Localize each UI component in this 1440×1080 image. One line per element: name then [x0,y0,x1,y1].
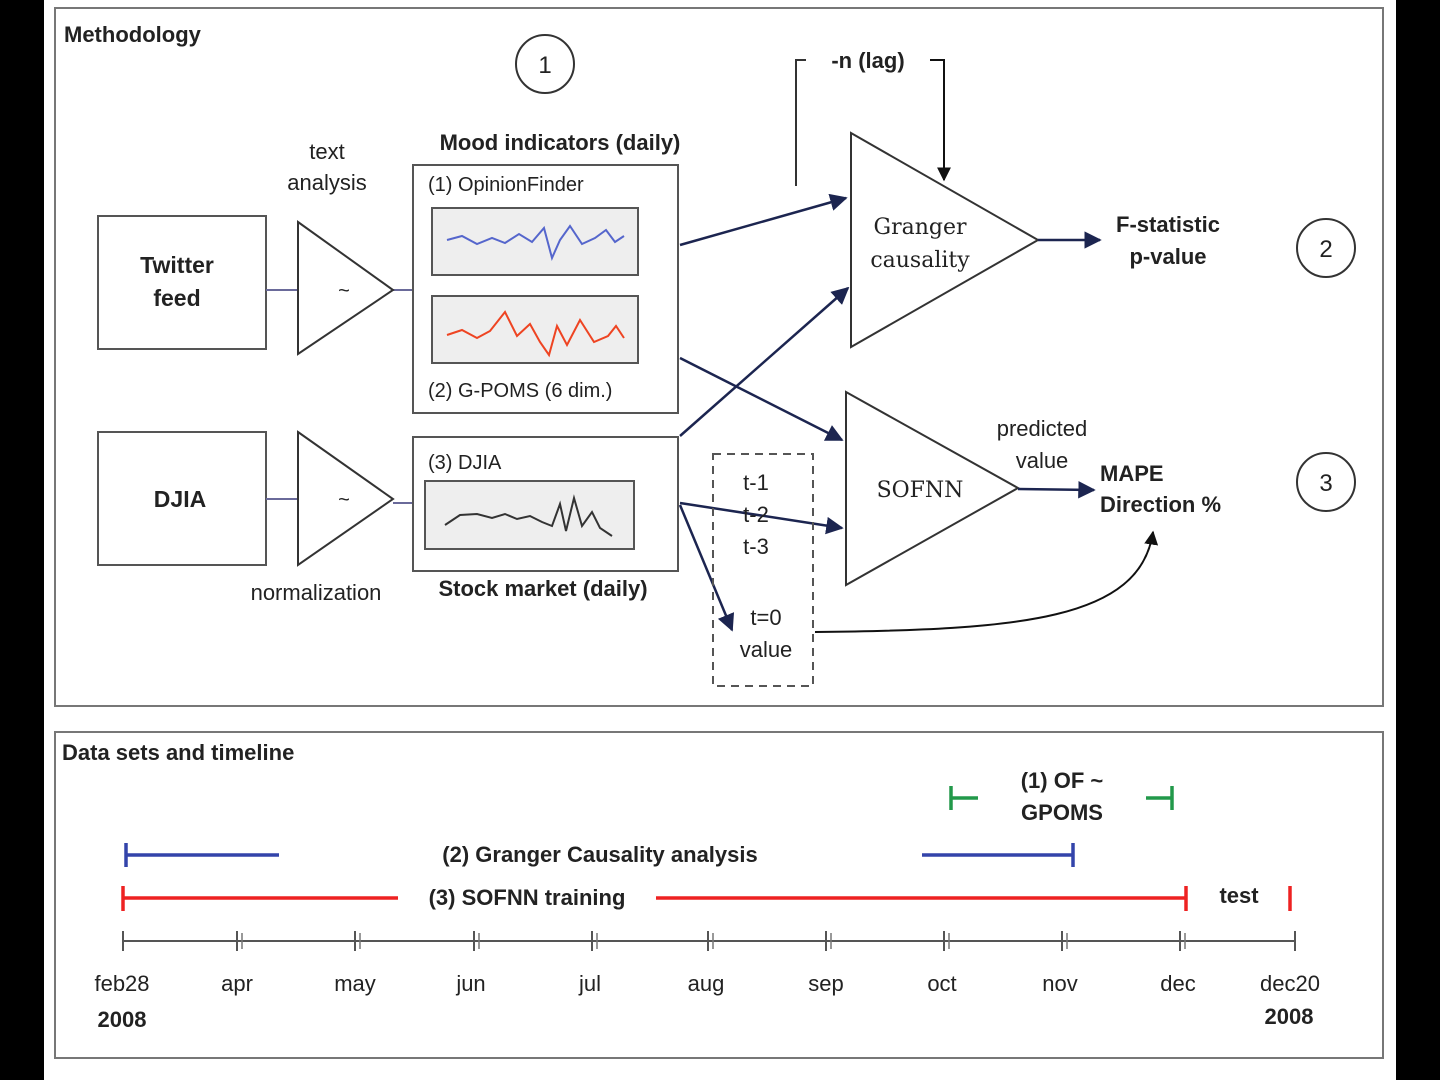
text-analysis-triangle [297,220,395,356]
timeline-month-label: sep [808,971,843,996]
methodology-title: Methodology [64,22,202,47]
timeline-month-label: may [334,971,376,996]
granger-label-2: causality [870,248,970,273]
timeline-tick [591,931,598,951]
t-minus-1-label: t-1 [743,470,769,495]
t0-to-mape-arrow [814,530,1159,633]
twitter-feed-label-1: Twitter [140,252,214,278]
granger-label-1: Granger [874,215,967,240]
step-3-label: 3 [1319,470,1332,497]
t-minus-3-label: t-3 [743,534,769,559]
opinionfinder-label: (1) OpinionFinder [428,174,584,196]
stock-market-header: Stock market (daily) [438,576,647,601]
djia-box-label: DJIA [154,486,206,512]
timeline-tick [707,931,714,951]
timeline-month-label: nov [1042,971,1077,996]
mood-indicators-header: Mood indicators (daily) [440,130,681,155]
t0-label: t=0 [750,605,781,630]
normalization-triangle [297,430,395,567]
timeline-title: Data sets and timeline [62,740,294,765]
granger-analysis-label: (2) Granger Causality analysis [442,842,757,867]
timeline-month-label: apr [221,971,253,996]
gpoms-sparkline [446,310,625,358]
sofnn-training-range [121,886,1188,911]
step-circle-2: 2 [1296,218,1356,278]
timeline-month-label: dec20 [1260,971,1320,996]
predicted-label-1: predicted [997,416,1088,441]
text-analysis-tilde: ~ [338,280,350,302]
sofnn-triangle [845,390,1021,587]
t-minus-2-label: t-2 [743,502,769,527]
lag-inputs-box [712,453,814,687]
normalization-tilde: ~ [338,489,350,511]
timeline-tick [825,931,832,951]
year-end-label: 2008 [1265,1004,1314,1029]
step-1-label: 1 [538,52,551,79]
mood-to-granger-arrow [679,193,848,247]
t0-value-label: value [740,637,793,662]
text-analysis-label-1: text [309,139,344,164]
djia-to-granger-arrow [679,286,850,437]
methodology-panel [54,7,1384,707]
fstatistic-label: F-statistic [1116,212,1220,237]
timeline-month-label: oct [927,971,956,996]
djia-sparkline-frame [424,480,635,550]
normalization-label: normalization [251,580,382,605]
mape-label: MAPE [1100,461,1164,486]
lag-label: -n (lag) [831,48,904,73]
djia-sparkline [444,494,613,537]
of-gpoms-label-1: (1) OF ~ [1021,768,1104,793]
lag-arrow [930,59,951,182]
twitter-feed-box [97,215,267,350]
timeline-month-labels: feb28 apr may jun jul aug sep oct nov dec dec20 [94,971,1320,996]
step-circle-1: 1 [515,34,575,94]
djia-panel-label: (3) DJIA [428,452,502,474]
of-gpoms-label-2: GPOMS [1021,800,1103,825]
timeline-panel [54,731,1384,1059]
step-2-label: 2 [1319,236,1332,263]
of-gpoms-range [949,786,1174,810]
timeline-ticks [122,931,1296,951]
test-label: test [1219,883,1259,908]
timeline-month-label: jun [455,971,485,996]
timeline-month-label: aug [688,971,725,996]
granger-range [124,843,1075,867]
sofnn-output-arrow [1017,481,1096,499]
predicted-label-2: value [1016,448,1069,473]
opinionfinder-sparkline-frame [431,207,639,276]
djia-to-t0-arrow [678,504,735,632]
opinionfinder-sparkline [446,224,625,261]
mood-indicators-panel [412,164,679,414]
direction-label: Direction % [1100,492,1221,517]
gpoms-label: (2) G-POMS (6 dim.) [428,380,612,402]
year-start-label: 2008 [98,1007,147,1032]
lag-bracket-left [795,59,806,186]
step-circle-3: 3 [1296,452,1356,512]
djia-box [97,431,267,566]
timeline-tick [236,931,243,951]
twitter-feed-label-2: feed [153,285,200,311]
pvalue-label: p-value [1129,244,1206,269]
page-background [44,0,1396,1080]
granger-causality-triangle [850,131,1041,349]
timeline-month-label: jul [578,971,601,996]
timeline-month-label: dec [1160,971,1195,996]
gpoms-sparkline-frame [431,295,639,364]
sofnn-training-label: (3) SOFNN training [429,885,626,910]
timeline-tick [473,931,480,951]
text-analysis-label-2: analysis [287,170,366,195]
djia-to-sofnn-arrow [679,501,844,535]
sofnn-label: SOFNN [877,478,964,503]
mood-to-sofnn-arrow [679,356,844,442]
timeline-tick [1179,931,1186,951]
timeline-month-label: feb28 [94,971,149,996]
timeline-tick [1061,931,1068,951]
timeline-tick [354,931,361,951]
timeline-tick [943,931,950,951]
